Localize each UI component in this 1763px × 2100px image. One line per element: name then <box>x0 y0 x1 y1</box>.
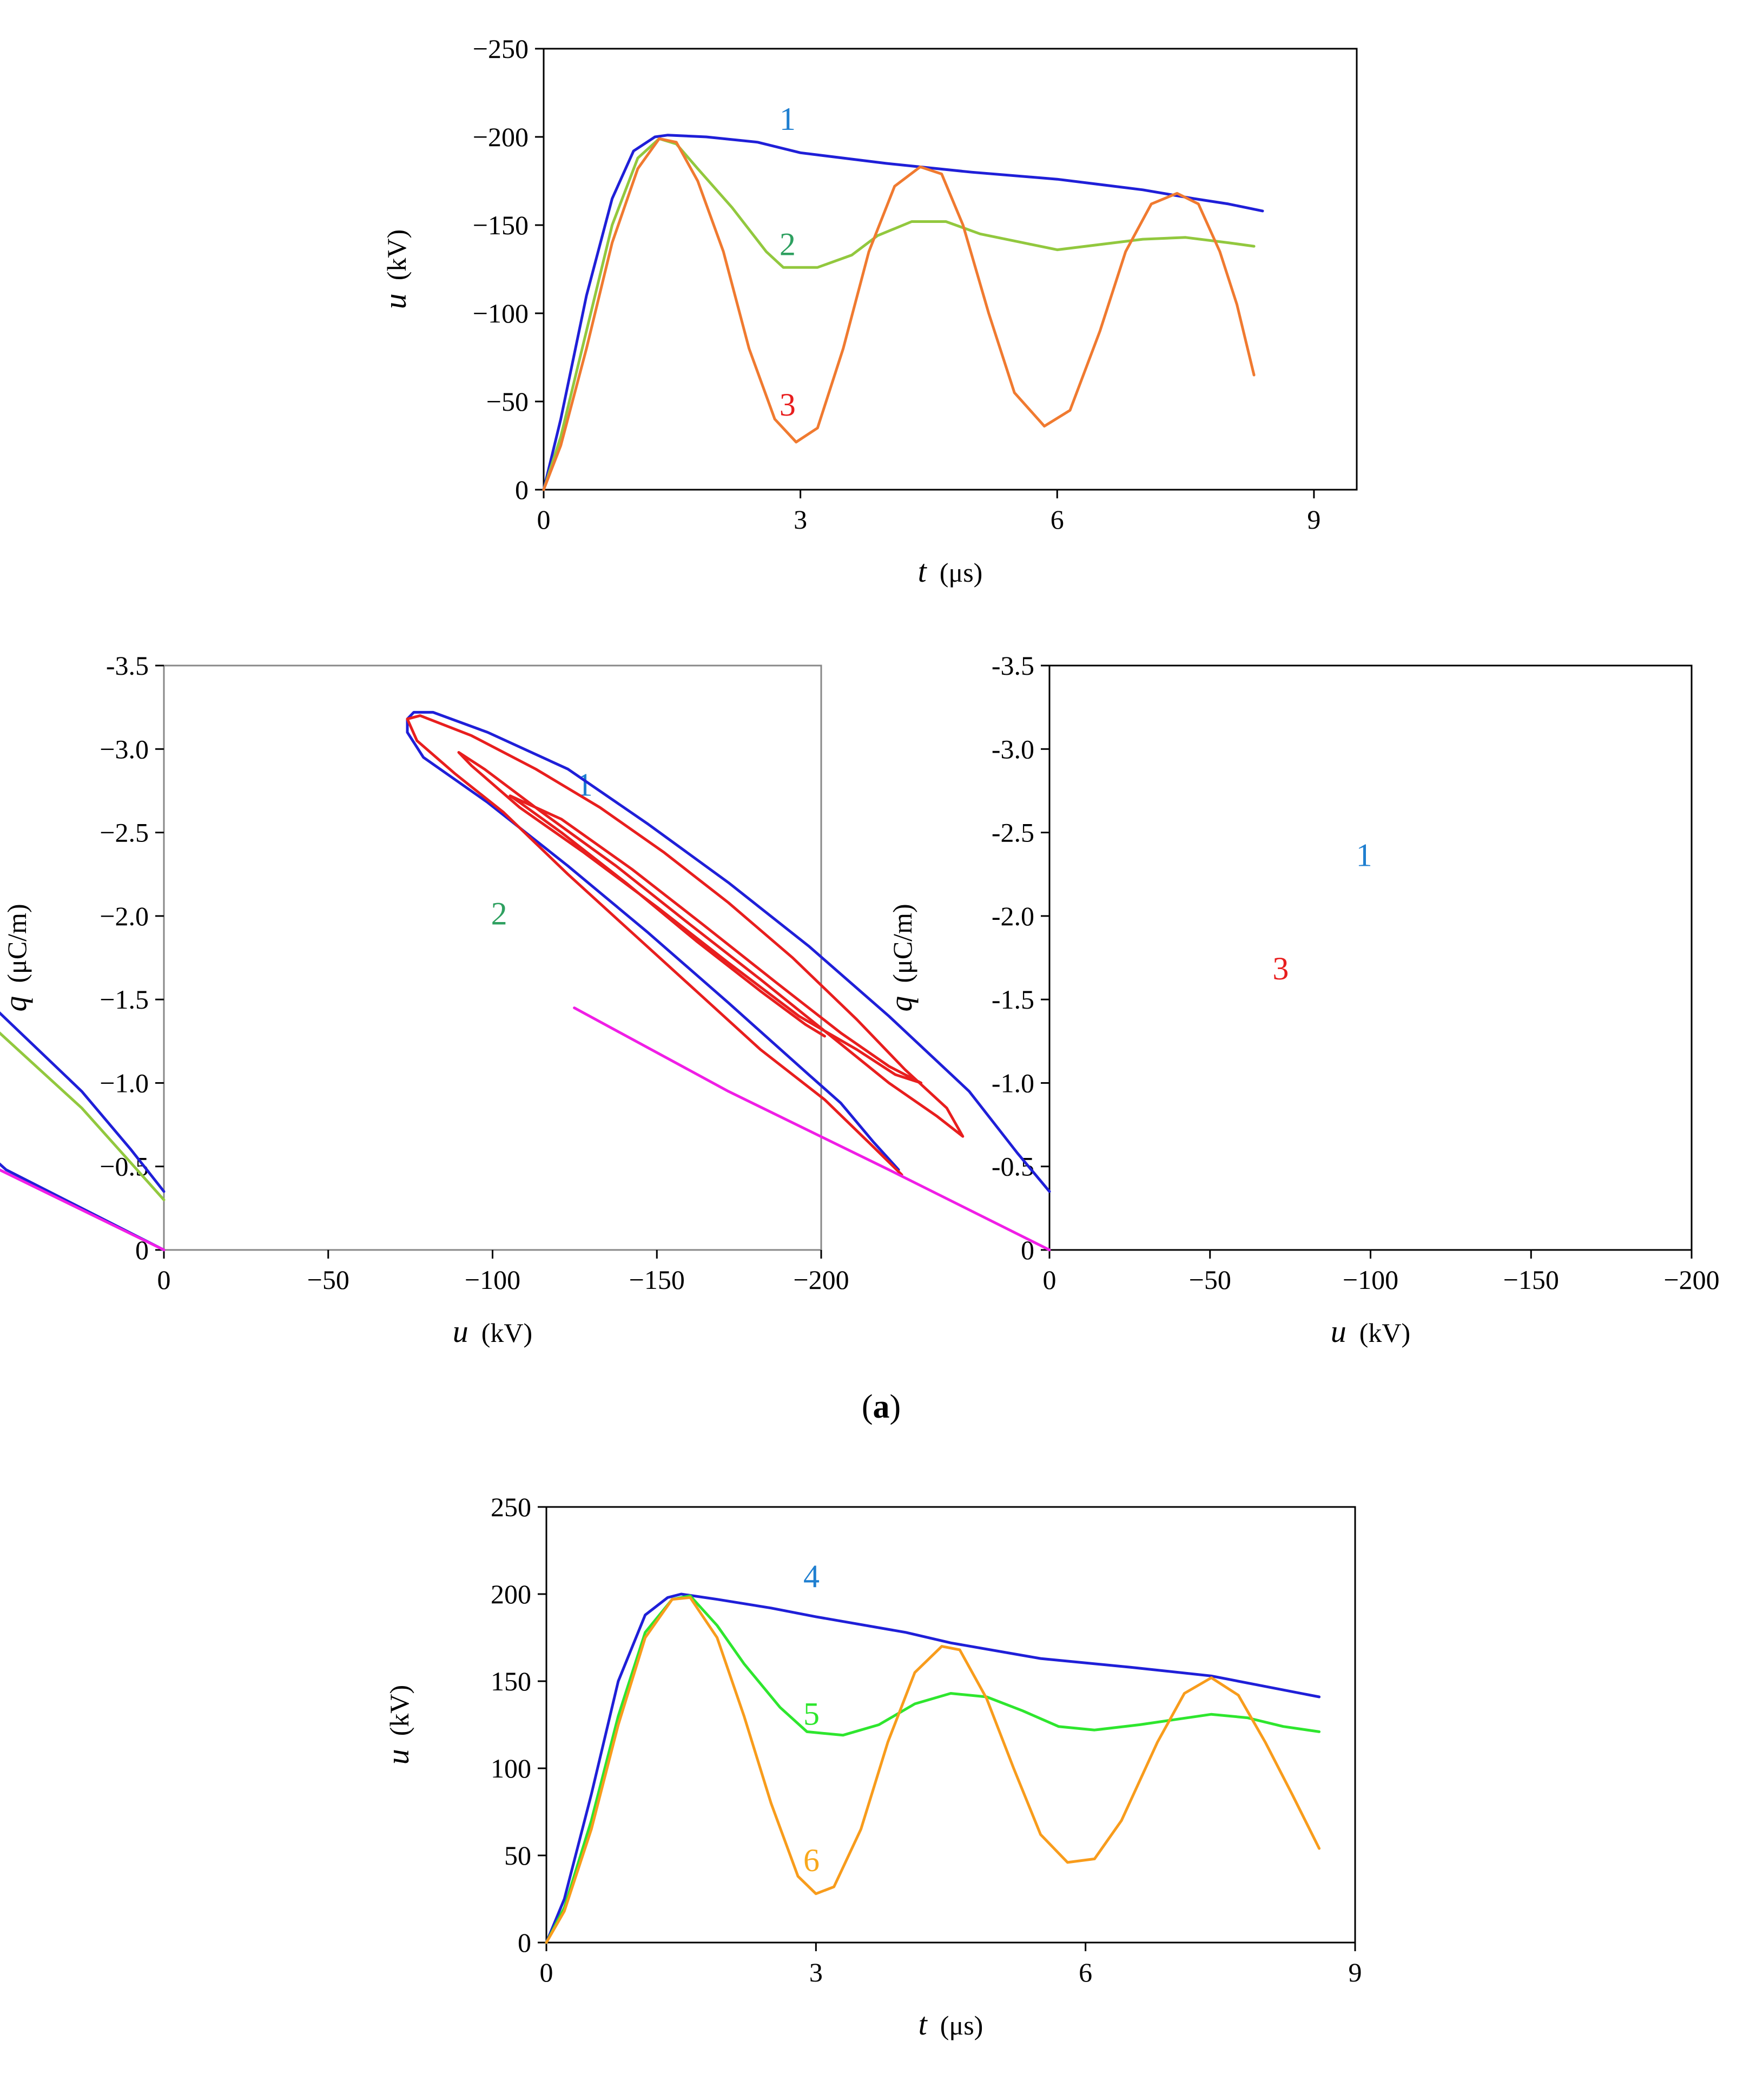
x-axis-title: u (kV) <box>453 1314 532 1349</box>
y-tick-label: −2.0 <box>100 901 149 931</box>
y-tick-label: -1.5 <box>992 984 1034 1015</box>
y-axis-title: u (kV) <box>380 1685 415 1765</box>
y-tick-label: -3.5 <box>106 650 149 681</box>
series-3-line <box>542 137 1256 491</box>
x-axis-unit: (μs) <box>940 2010 983 2040</box>
y-tick-label: −250 <box>473 34 529 64</box>
y-axis-symbol: u <box>378 293 413 309</box>
x-axis-title: t (μs) <box>919 2006 983 2042</box>
y-axis-symbol: q <box>883 996 919 1012</box>
x-axis-unit: (kV) <box>481 1318 532 1348</box>
series-1-line <box>406 710 1051 1193</box>
series-3-label: 3 <box>1272 951 1289 986</box>
caption-letter: a <box>873 1388 890 1425</box>
x-tick-label: −100 <box>1343 1265 1398 1295</box>
x-tick-label: 9 <box>1307 504 1320 535</box>
y-tick-label: 50 <box>504 1840 531 1871</box>
series-5-line <box>545 1594 1321 1944</box>
x-axis-symbol: t <box>919 2006 928 2042</box>
x-tick-label: 3 <box>809 1957 823 1987</box>
series-4-line <box>545 1592 1321 1944</box>
series-5-label: 5 <box>803 1696 820 1732</box>
series-3-line <box>406 714 965 1176</box>
figure-caption: (a) <box>862 1388 901 1425</box>
y-tick-label: 0 <box>518 1927 531 1958</box>
y-tick-label: −100 <box>473 298 529 328</box>
x-axis-unit: (μs) <box>940 557 983 588</box>
x-tick-label: 0 <box>157 1265 171 1295</box>
y-tick-label: −200 <box>473 122 529 152</box>
caption-open: ( <box>862 1388 873 1425</box>
y-tick-label: -3.0 <box>992 734 1034 764</box>
series-linear-line <box>0 1168 166 1252</box>
x-tick-label: −150 <box>629 1265 685 1295</box>
y-tick-label: 200 <box>491 1579 531 1609</box>
x-tick-label: −200 <box>1663 1265 1719 1295</box>
caption-close: ) <box>890 1388 901 1425</box>
x-axis-title: t (μs) <box>918 554 983 589</box>
x-tick-label: −50 <box>307 1265 349 1295</box>
y-tick-label: -2.0 <box>992 901 1034 931</box>
chart-bottom: 0 3 6 9 0 50 100 150 200 250 t (μs) u (kV) 4 5 6 <box>380 1492 1362 2042</box>
series-2-line <box>542 137 1256 491</box>
x-tick-label: 3 <box>794 504 807 535</box>
x-tick-label: 0 <box>537 504 551 535</box>
x-axis-symbol: t <box>918 554 928 589</box>
x-tick-label: −50 <box>1189 1265 1231 1295</box>
x-tick-label: 6 <box>1079 1957 1092 1987</box>
chart-top: 0 3 6 9 0 −50 −100 −150 −200 −250 t (μs) u (kV) 1 2 3 <box>378 34 1358 589</box>
y-tick-label: −1.5 <box>100 984 149 1015</box>
x-tick-label: 6 <box>1051 504 1064 535</box>
x-tick-label: −100 <box>465 1265 520 1295</box>
series-4-label: 4 <box>803 1558 820 1594</box>
chart-mid-left: 0 −50 −100 −150 −2000−0.5−1.0−1.5−2.0−2.5−3.… <box>0 650 849 1349</box>
x-tick-label: −150 <box>1503 1265 1559 1295</box>
y-axis-symbol: q <box>0 996 33 1012</box>
y-axis-unit: (μC/m) <box>2 904 32 983</box>
plot-frame <box>1048 664 1693 1251</box>
y-tick-label: −3.0 <box>100 734 149 764</box>
series-3-label: 3 <box>780 387 796 423</box>
y-tick-label: 150 <box>491 1666 531 1696</box>
x-axis-unit: (kV) <box>1359 1318 1410 1348</box>
y-axis-unit: (kV) <box>384 1685 414 1736</box>
series-1-line <box>542 134 1264 491</box>
y-axis-title: u (kV) <box>378 229 413 309</box>
y-axis-title: q (μC/m) <box>0 904 33 1011</box>
y-axis-unit: (μC/m) <box>887 904 917 983</box>
x-axis-symbol: u <box>453 1314 468 1349</box>
y-tick-label: 250 <box>491 1492 531 1522</box>
x-axis-symbol: u <box>1331 1314 1346 1349</box>
y-tick-label: −2.5 <box>100 818 149 848</box>
x-axis-title: u (kV) <box>1331 1314 1410 1349</box>
x-tick-label: 0 <box>540 1957 553 1987</box>
x-tick-label: 0 <box>1043 1265 1057 1295</box>
x-tick-label: −200 <box>793 1265 849 1295</box>
series-2-label: 2 <box>491 896 507 931</box>
plot-frame <box>545 1506 1356 1944</box>
y-tick-label: -2.5 <box>992 818 1034 848</box>
series-6-label: 6 <box>803 1842 820 1878</box>
series-6-line <box>545 1596 1321 1944</box>
series-1-label: 1 <box>1356 837 1372 873</box>
y-tick-label: 100 <box>491 1753 531 1783</box>
y-axis-unit: (kV) <box>381 229 412 280</box>
y-tick-label: −1.0 <box>100 1068 149 1098</box>
y-tick-label: 0 <box>515 475 529 505</box>
y-tick-label: -1.0 <box>992 1068 1034 1098</box>
series-1-label: 1 <box>780 101 796 137</box>
y-tick-label: −150 <box>473 210 529 240</box>
series-2-label: 2 <box>780 226 796 262</box>
y-axis-symbol: u <box>380 1749 415 1765</box>
y-tick-label: −50 <box>486 386 529 417</box>
chart-mid-right: 0 −50 −100 −150 −2000-0.5-1.0-1.5-2.0-2.5-3.… <box>406 650 1720 1349</box>
series-linear-line <box>573 1006 1051 1252</box>
plot-frame <box>543 48 1358 491</box>
x-tick-label: 9 <box>1349 1957 1362 1987</box>
y-tick-label: -3.5 <box>992 650 1034 681</box>
y-axis-title: q (μC/m) <box>883 904 919 1011</box>
